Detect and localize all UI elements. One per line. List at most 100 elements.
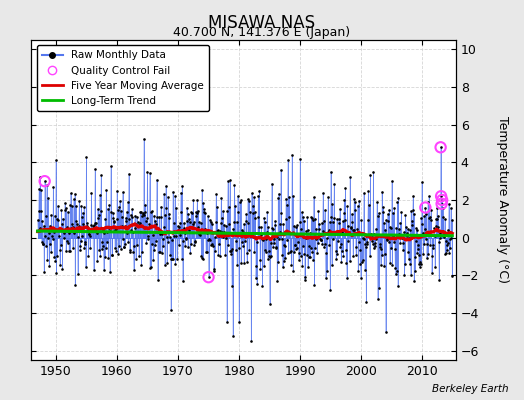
Point bbox=[115, 243, 123, 250]
Point bbox=[107, 252, 116, 258]
Point bbox=[266, 254, 275, 260]
Point bbox=[367, 235, 376, 242]
Point bbox=[390, 239, 398, 246]
Point bbox=[418, 221, 427, 228]
Point bbox=[282, 216, 291, 222]
Point bbox=[62, 248, 70, 254]
Point bbox=[199, 200, 208, 206]
Point bbox=[162, 260, 171, 266]
Point bbox=[135, 253, 143, 260]
Point bbox=[339, 218, 347, 224]
Point bbox=[209, 242, 217, 249]
Point bbox=[370, 245, 378, 252]
Point bbox=[380, 250, 389, 257]
Point bbox=[72, 218, 80, 225]
Point bbox=[365, 233, 374, 239]
Point bbox=[48, 233, 56, 240]
Point bbox=[194, 223, 202, 230]
Point bbox=[420, 213, 428, 220]
Point bbox=[402, 233, 411, 239]
Point bbox=[173, 223, 182, 229]
Point bbox=[422, 211, 431, 217]
Point bbox=[62, 238, 71, 244]
Point bbox=[154, 276, 162, 283]
Point bbox=[38, 218, 46, 224]
Point bbox=[141, 209, 150, 215]
Point bbox=[366, 172, 375, 178]
Point bbox=[147, 241, 156, 248]
Point bbox=[278, 236, 286, 243]
Point bbox=[100, 267, 108, 274]
Point bbox=[426, 214, 434, 220]
Point bbox=[348, 218, 356, 225]
Point bbox=[260, 219, 269, 226]
Point bbox=[171, 193, 179, 199]
Point bbox=[97, 246, 106, 252]
Point bbox=[414, 260, 423, 267]
Point bbox=[205, 236, 213, 242]
Point bbox=[112, 248, 121, 254]
Point bbox=[119, 244, 128, 250]
Point bbox=[104, 206, 112, 212]
Point bbox=[430, 225, 438, 231]
Point bbox=[272, 244, 280, 250]
Point bbox=[359, 234, 367, 241]
Point bbox=[192, 209, 200, 215]
Point bbox=[145, 170, 154, 176]
Point bbox=[367, 231, 375, 238]
Point bbox=[248, 190, 256, 197]
Point bbox=[102, 187, 111, 193]
Point bbox=[336, 206, 344, 212]
Point bbox=[247, 338, 256, 344]
Point bbox=[93, 258, 101, 264]
Point bbox=[415, 252, 423, 258]
Point bbox=[294, 239, 302, 246]
Point bbox=[346, 174, 354, 180]
Point bbox=[328, 201, 336, 207]
Point bbox=[215, 228, 224, 234]
Point bbox=[134, 223, 143, 230]
Point bbox=[391, 265, 399, 271]
Point bbox=[250, 249, 258, 255]
Point bbox=[252, 262, 260, 269]
Point bbox=[150, 241, 159, 248]
Point bbox=[249, 210, 257, 216]
Point bbox=[68, 220, 77, 227]
Point bbox=[165, 215, 173, 222]
Point bbox=[83, 220, 91, 227]
Point bbox=[411, 253, 419, 260]
Point bbox=[91, 166, 99, 172]
Point bbox=[387, 225, 395, 232]
Point bbox=[225, 204, 233, 210]
Point bbox=[128, 214, 136, 220]
Point bbox=[64, 239, 72, 246]
Point bbox=[196, 229, 204, 236]
Point bbox=[414, 242, 422, 248]
Point bbox=[216, 220, 225, 227]
Point bbox=[107, 163, 115, 169]
Point bbox=[395, 230, 403, 237]
Point bbox=[79, 210, 87, 216]
Point bbox=[56, 262, 64, 268]
Point bbox=[291, 246, 300, 252]
Point bbox=[103, 229, 112, 236]
Point bbox=[111, 245, 119, 251]
Point bbox=[88, 227, 96, 234]
Point bbox=[40, 178, 49, 184]
Point bbox=[58, 221, 66, 227]
Point bbox=[333, 216, 341, 222]
Point bbox=[341, 185, 350, 191]
Point bbox=[95, 192, 104, 198]
Point bbox=[190, 242, 198, 248]
Point bbox=[122, 214, 130, 221]
Point bbox=[136, 208, 145, 215]
Point bbox=[228, 246, 237, 253]
Point bbox=[280, 258, 289, 264]
Point bbox=[188, 223, 196, 230]
Point bbox=[195, 232, 204, 238]
Point bbox=[54, 203, 62, 210]
Point bbox=[307, 214, 315, 220]
Point bbox=[131, 225, 139, 232]
Point bbox=[200, 209, 209, 216]
Point bbox=[129, 249, 137, 256]
